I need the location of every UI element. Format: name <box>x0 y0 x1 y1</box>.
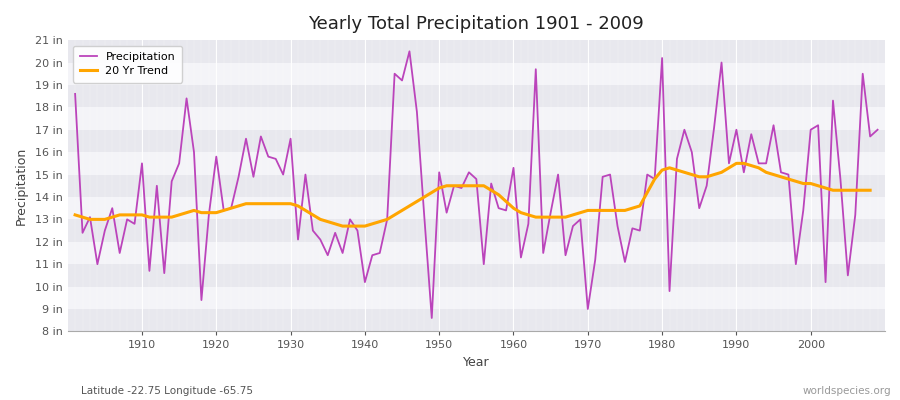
Text: Latitude -22.75 Longitude -65.75: Latitude -22.75 Longitude -65.75 <box>81 386 253 396</box>
Bar <box>68 152 885 174</box>
Bar <box>68 264 885 287</box>
20 Yr Trend <box>731 161 742 166</box>
Precipitation <box>69 92 80 96</box>
Bar <box>68 40 885 62</box>
Bar <box>68 219 885 242</box>
Precipitation <box>338 250 348 255</box>
Title: Yearly Total Precipitation 1901 - 2009: Yearly Total Precipitation 1901 - 2009 <box>309 15 644 33</box>
Bar <box>68 174 885 197</box>
Line: 20 Yr Trend: 20 Yr Trend <box>75 163 870 226</box>
Bar <box>68 107 885 130</box>
Precipitation <box>523 222 534 226</box>
Precipitation <box>130 222 140 226</box>
Precipitation <box>612 224 623 228</box>
Bar <box>68 242 885 264</box>
Legend: Precipitation, 20 Yr Trend: Precipitation, 20 Yr Trend <box>73 46 182 82</box>
Precipitation <box>427 316 437 320</box>
Precipitation <box>516 255 526 260</box>
20 Yr Trend <box>151 215 162 220</box>
20 Yr Trend <box>338 224 348 228</box>
20 Yr Trend <box>708 172 719 177</box>
Bar <box>68 197 885 219</box>
Bar <box>68 130 885 152</box>
Y-axis label: Precipitation: Precipitation <box>15 147 28 225</box>
20 Yr Trend <box>448 183 459 188</box>
Bar <box>68 85 885 107</box>
20 Yr Trend <box>783 177 794 182</box>
Bar <box>68 62 885 85</box>
20 Yr Trend <box>768 172 778 177</box>
Precipitation <box>404 49 415 54</box>
Bar <box>68 309 885 332</box>
Text: worldspecies.org: worldspecies.org <box>803 386 891 396</box>
Line: Precipitation: Precipitation <box>75 51 878 318</box>
Precipitation <box>872 127 883 132</box>
20 Yr Trend <box>69 212 80 217</box>
X-axis label: Year: Year <box>463 356 490 369</box>
Precipitation <box>292 237 303 242</box>
Bar <box>68 287 885 309</box>
20 Yr Trend <box>196 210 207 215</box>
20 Yr Trend <box>865 188 876 193</box>
